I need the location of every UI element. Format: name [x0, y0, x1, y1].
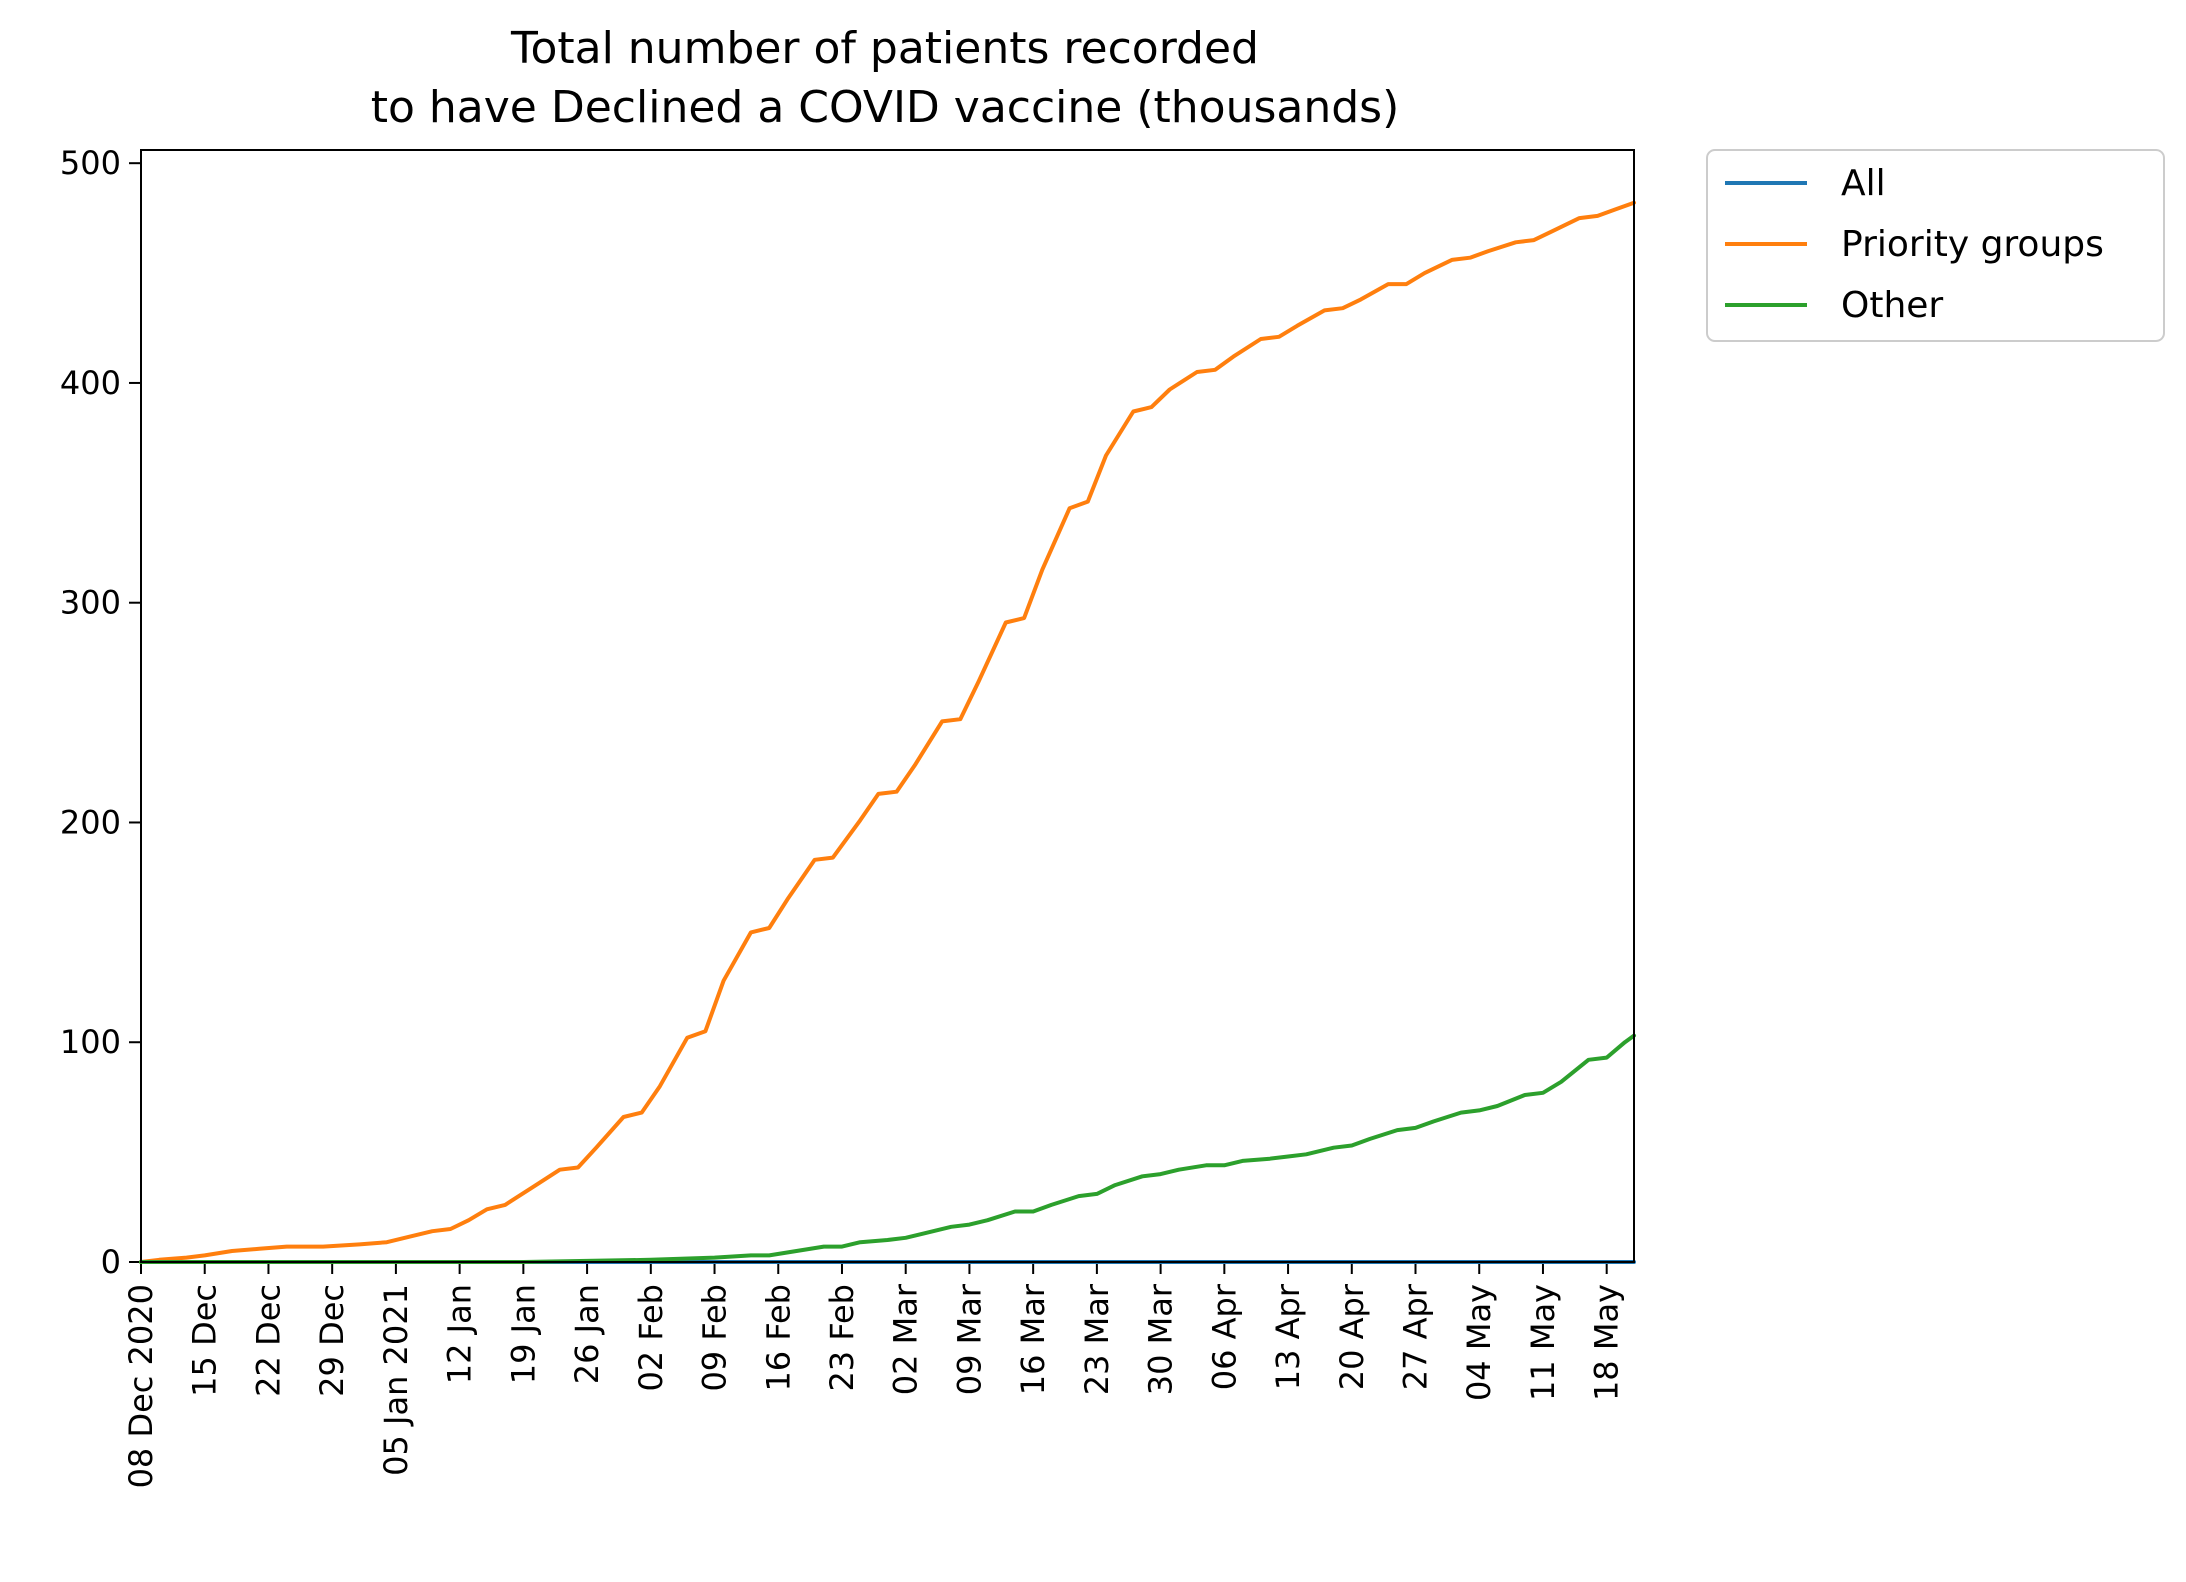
plot-frame — [140, 149, 1635, 1263]
x-tick-label: 09 Feb — [696, 1284, 734, 1392]
series-line-other — [139, 1033, 1636, 1264]
series-line-priority-groups — [139, 200, 1636, 1264]
legend-box — [1706, 149, 2165, 342]
x-tick-label: 05 Jan 2021 — [377, 1284, 415, 1476]
x-axis: 08 Dec 2020 15 Dec 22 Dec 29 Dec 05 Jan 2021… — [122, 1262, 1626, 1488]
y-tick-label: 200 — [60, 803, 121, 841]
x-tick-label: 29 Dec — [313, 1284, 351, 1397]
x-tick-label: 13 Apr — [1269, 1283, 1307, 1390]
x-tick-label: 02 Mar — [887, 1283, 925, 1395]
x-tick-label: 16 Mar — [1014, 1283, 1052, 1395]
x-tick-label: 12 Jan — [441, 1284, 479, 1384]
y-tick-label: 100 — [60, 1023, 121, 1061]
x-tick-label: 18 May — [1588, 1284, 1626, 1401]
x-tick-label: 23 Feb — [823, 1284, 861, 1392]
chart-title-line-1: Total number of patients recorded — [510, 23, 1259, 74]
legend-label-priority-groups: Priority groups — [1841, 224, 2104, 265]
x-tick-label: 06 Apr — [1205, 1283, 1243, 1390]
legend-label-all: All — [1841, 163, 1886, 204]
legend-label-other: Other — [1841, 285, 1943, 326]
x-tick-label: 20 Apr — [1333, 1283, 1371, 1390]
chart-title-line-2: to have Declined a COVID vaccine (thousa… — [371, 82, 1400, 133]
x-tick-label: 04 May — [1460, 1284, 1498, 1401]
x-tick-label: 09 Mar — [950, 1283, 988, 1395]
x-tick-label: 16 Feb — [759, 1284, 797, 1392]
x-tick-label: 23 Mar — [1078, 1283, 1116, 1395]
y-axis: 0 100 200 300 400 500 — [60, 144, 141, 1281]
x-tick-label: 30 Mar — [1142, 1283, 1180, 1395]
x-tick-label: 19 Jan — [504, 1284, 542, 1384]
y-tick-label: 0 — [101, 1243, 121, 1281]
x-tick-label: 15 Dec — [186, 1284, 224, 1397]
x-tick-label: 02 Feb — [632, 1284, 670, 1392]
y-tick-label: 400 — [60, 364, 121, 402]
x-tick-label: 08 Dec 2020 — [122, 1284, 160, 1488]
x-tick-label: 22 Dec — [249, 1284, 287, 1397]
y-tick-label: 300 — [60, 584, 121, 622]
x-tick-label: 26 Jan — [568, 1284, 606, 1384]
x-tick-label: 11 May — [1524, 1284, 1562, 1401]
x-tick-label: 27 Apr — [1397, 1283, 1435, 1390]
legend: All Priority groups Other — [1706, 149, 2165, 342]
y-tick-label: 500 — [60, 144, 121, 182]
